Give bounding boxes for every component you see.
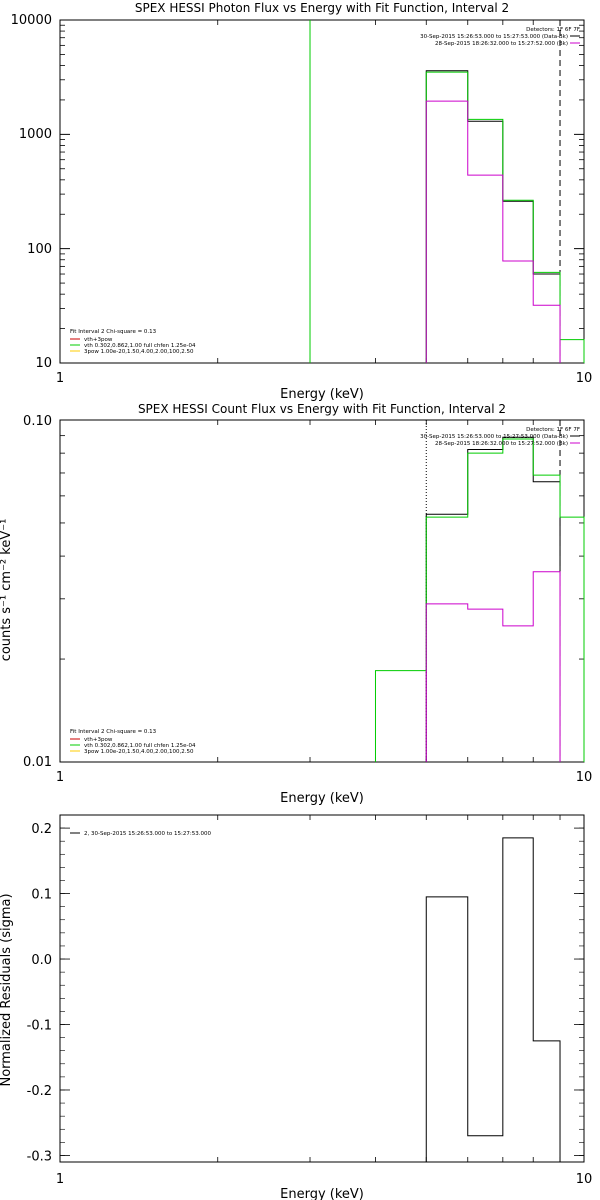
axis-ticks [59, 419, 585, 763]
x-tick-label: 10 [576, 770, 593, 785]
series-1-histogram [374, 438, 585, 762]
x-tick-label: 1 [56, 1172, 64, 1187]
chart-title: SPEX HESSI Photon Flux vs Energy with Fi… [135, 1, 509, 15]
axis-ticks [59, 815, 585, 1162]
x-axis-label: Energy (keV) [280, 791, 364, 806]
x-tick-label: 1 [56, 770, 64, 785]
y-tick-label: 0.0 [31, 953, 52, 968]
series-0-histogram [425, 70, 561, 363]
plot-frame [59, 814, 585, 1163]
legend-interval: 2, 30-Sep-2015 15:26:53.000 to 15:27:53.… [84, 831, 211, 837]
y-tick-label: 0.1 [31, 888, 52, 903]
x-axis-label: Energy (keV) [280, 1187, 364, 1200]
chart-title: SPEX HESSI Count Flux vs Energy with Fit… [138, 402, 506, 416]
y-tick-label: 10000 [11, 13, 52, 28]
legend-vth: vth 0.302,0.862,1.00 full chfen 1.25e-04 [84, 343, 196, 349]
legend-3pow: 3pow 1.00e-20,1.50,4.00,2.00,100,2.50 [84, 349, 194, 355]
legend-data-interval: 30-Sep-2015 15:26:53.000 to 15:27:53.000… [420, 34, 568, 40]
legend-bk-interval: 28-Sep-2015 18:26:32.000 to 15:27:52.000… [435, 441, 568, 447]
y-tick-label: 0.10 [23, 414, 52, 429]
plot-series [309, 20, 585, 363]
y-tick-label: -0.3 [27, 1149, 52, 1164]
series-2-histogram [425, 571, 561, 762]
y-axis-label: Normalized Residuals (sigma) [0, 893, 14, 1086]
plot-series [425, 837, 561, 1162]
legend-vth: vth 0.302,0.862,1.00 full chfen 1.25e-04 [84, 743, 196, 749]
x-tick-label: 1 [56, 371, 64, 386]
legend-fit-info: Fit Interval 2 Chi-square = 0.13 [70, 329, 157, 335]
x-axis-label: Energy (keV) [280, 387, 364, 402]
y-axis-label: counts s⁻¹ cm⁻² keV⁻¹ [0, 519, 14, 662]
legend-fit-info: Fit Interval 2 Chi-square = 0.13 [70, 729, 157, 735]
plot-frame [59, 419, 585, 763]
y-tick-label: 10 [35, 356, 52, 371]
y-tick-label: 1000 [19, 127, 52, 142]
legend-model: vth+3pow [84, 337, 113, 343]
x-tick-label: 10 [576, 1172, 593, 1187]
y-tick-labels: 0.2 0.1 0.0 -0.1 -0.2 -0.3 [27, 822, 52, 1164]
y-tick-label: 0.01 [23, 755, 52, 770]
residuals-panel: 1 10 0.20.10.0-0.1-0.2-0.3 Energy (keV) … [0, 814, 593, 1200]
y-tick-label: 0.2 [31, 822, 52, 837]
photon-flux-panel: SPEX HESSI Photon Flux vs Energy with Fi… [11, 1, 593, 402]
y-tick-label: 100 [27, 242, 52, 257]
y-tick-label: -0.1 [27, 1019, 52, 1034]
legend-data-interval: 30-Sep-2015 15:26:53.000 to 15:27:53.000… [420, 434, 568, 440]
plot-series [374, 420, 585, 762]
x-tick-label: 10 [576, 371, 593, 386]
legend-model: vth+3pow [84, 737, 113, 743]
legend-detectors: Detectors: 1F 6F 7F [526, 27, 580, 33]
residual-series-0 [425, 837, 561, 1162]
axis-ticks [59, 19, 585, 364]
legend-3pow: 3pow 1.00e-20,1.50,4.00,2.00,100,2.50 [84, 749, 194, 755]
legend-detectors: Detectors: 1F 6F 7F [526, 427, 580, 433]
plot-frame [59, 19, 585, 364]
y-tick-label: -0.2 [27, 1084, 52, 1099]
count-flux-panel: SPEX HESSI Count Flux vs Energy with Fit… [0, 402, 592, 806]
legend-bk-interval: 28-Sep-2015 18:26:32.000 to 15:27:52.000… [435, 41, 568, 47]
series-1-histogram [425, 71, 585, 363]
series-0-histogram [425, 436, 561, 762]
series-2-histogram [425, 100, 561, 363]
